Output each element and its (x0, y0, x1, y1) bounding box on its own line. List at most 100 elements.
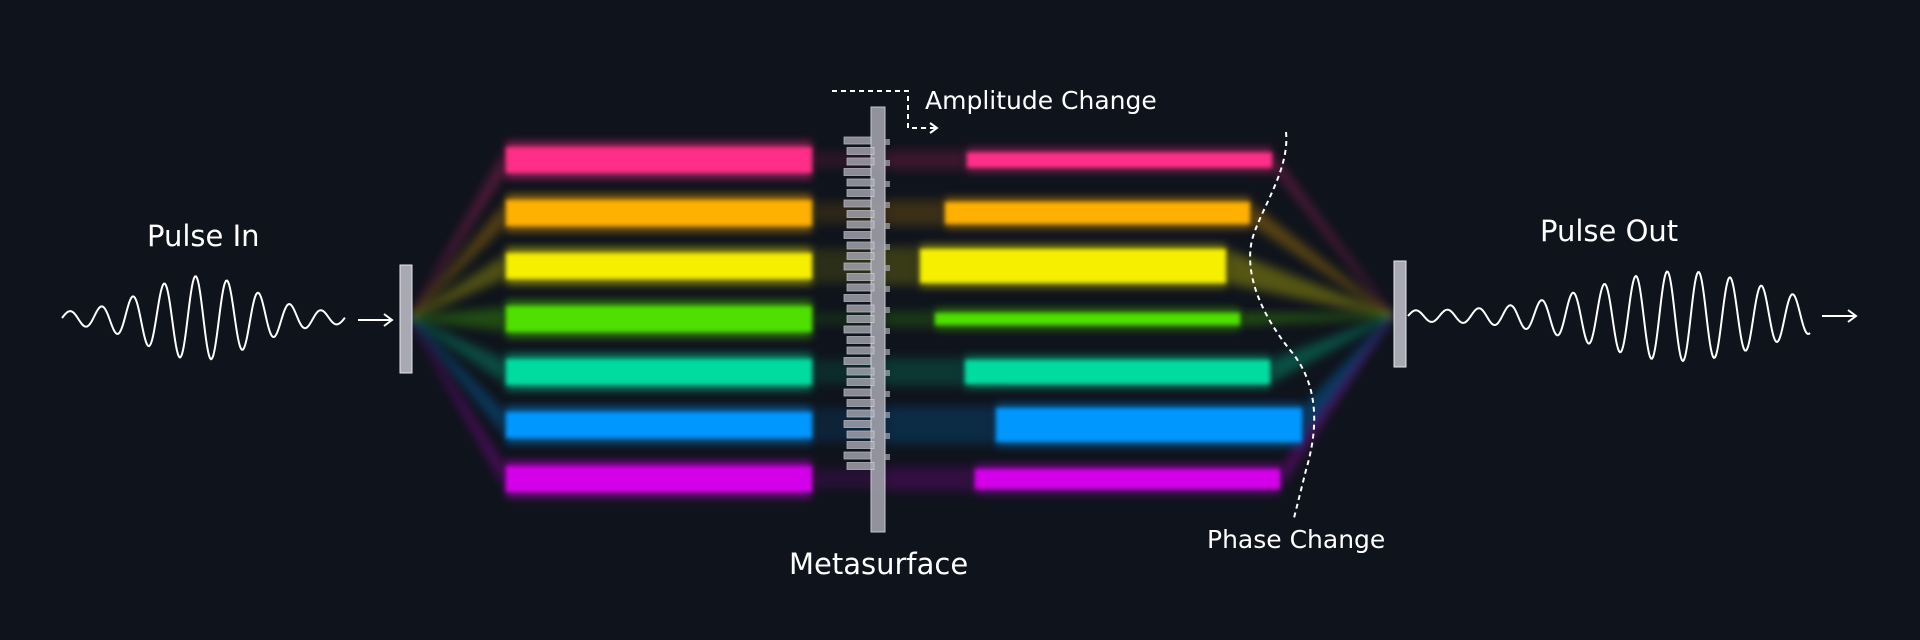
output-beam-tail (885, 358, 965, 386)
through-beam (812, 469, 885, 489)
meta-atom (843, 136, 872, 145)
meta-atom-back (885, 244, 890, 250)
input-beam (506, 253, 812, 279)
output-beam (975, 469, 1280, 489)
meta-atom-back (885, 286, 890, 292)
fan-in-ray (410, 316, 506, 437)
output-beam (920, 249, 1226, 283)
input-arrow-head (383, 313, 394, 327)
output-beam-tail (886, 406, 996, 444)
input-pulse-wave (61, 275, 346, 361)
input-coupler (399, 264, 413, 374)
metasurface-element (399, 106, 1407, 533)
meta-atom (843, 168, 872, 176)
fan-out-ray (1226, 249, 1392, 318)
fan-out-ray (1272, 152, 1392, 318)
output-beam (996, 408, 1302, 442)
meta-atom-back (885, 265, 890, 271)
meta-atom (846, 409, 875, 418)
meta-atom (846, 147, 875, 155)
input-beam (506, 412, 812, 438)
amplitude-change-label: Amplitude Change (925, 86, 1157, 115)
amplitude-change-arrowhead (929, 122, 939, 134)
meta-atom-back (885, 202, 890, 208)
output-beam-tail (885, 311, 935, 327)
output-beam (965, 360, 1270, 384)
meta-atom (843, 262, 872, 271)
fan-out-ray (1250, 202, 1392, 318)
phase-change-label: Phase Change (1207, 525, 1386, 554)
meta-atom-back (885, 349, 890, 355)
fan-in-ray (410, 201, 506, 320)
output-beam (945, 202, 1250, 224)
meta-atom (846, 367, 875, 376)
phase-change-curve (1249, 131, 1316, 519)
fan-out-ray (1240, 313, 1392, 325)
meta-atom (846, 304, 875, 313)
meta-atom-back (885, 307, 890, 313)
output-beams (812, 147, 1302, 494)
input-beam (506, 466, 812, 492)
meta-atom-back (885, 139, 890, 145)
output-beam (967, 152, 1272, 168)
pulse-out-label: Pulse Out (1540, 214, 1679, 248)
meta-atom (846, 178, 875, 187)
fan-in-ray (410, 307, 506, 331)
output-beam (935, 313, 1240, 325)
fan-in-ray (410, 254, 506, 320)
meta-atom-back (885, 433, 890, 439)
meta-atom (846, 157, 875, 166)
meta-atom (843, 357, 872, 365)
fan-in-ray (410, 148, 506, 320)
meta-atom (846, 283, 875, 292)
meta-atom-back (885, 328, 890, 334)
meta-atom (846, 252, 875, 260)
meta-atom (843, 388, 872, 397)
output-arrow-head (1847, 309, 1858, 323)
meta-atom (846, 430, 875, 439)
input-beam (506, 147, 812, 173)
waveforms (61, 270, 1858, 363)
output-beam-tail (885, 200, 945, 226)
output-beam-tail (887, 150, 967, 170)
amplitude-change-leader (832, 90, 936, 129)
output-coupler (1393, 260, 1407, 368)
fan-out-ray (1280, 314, 1392, 489)
meta-atom-back (885, 412, 890, 418)
fan-out-rays (1226, 152, 1392, 489)
meta-atom (843, 294, 872, 302)
meta-atom-back (885, 160, 890, 166)
meta-atom-back (885, 370, 890, 376)
input-beam (506, 306, 812, 332)
input-beams (506, 141, 812, 498)
meta-atom (846, 220, 875, 229)
meta-atom-back (885, 181, 890, 187)
pulse-in-label: Pulse In (147, 219, 260, 253)
output-beam-tail (885, 467, 975, 491)
meta-atom (846, 462, 875, 470)
meta-atom-back (885, 391, 890, 397)
annotation-lines (832, 90, 1316, 519)
input-beam (506, 359, 812, 385)
fan-out-ray (1270, 314, 1392, 384)
meta-atom (843, 325, 872, 334)
meta-atom (846, 210, 875, 218)
meta-atom (846, 336, 875, 344)
meta-atom (846, 273, 875, 281)
meta-atom-back (885, 223, 890, 229)
meta-atom (846, 241, 875, 250)
meta-atom (843, 451, 872, 460)
meta-atom (843, 420, 872, 428)
meta-atom (846, 189, 875, 197)
meta-atom (846, 346, 875, 355)
fan-in-ray (410, 316, 506, 491)
meta-atom (846, 315, 875, 323)
meta-atom (846, 378, 875, 386)
meta-atom-back (885, 454, 890, 460)
fan-in-rays (410, 148, 506, 491)
meta-atom (843, 231, 872, 239)
meta-atom (846, 441, 875, 449)
meta-atom (843, 199, 872, 208)
